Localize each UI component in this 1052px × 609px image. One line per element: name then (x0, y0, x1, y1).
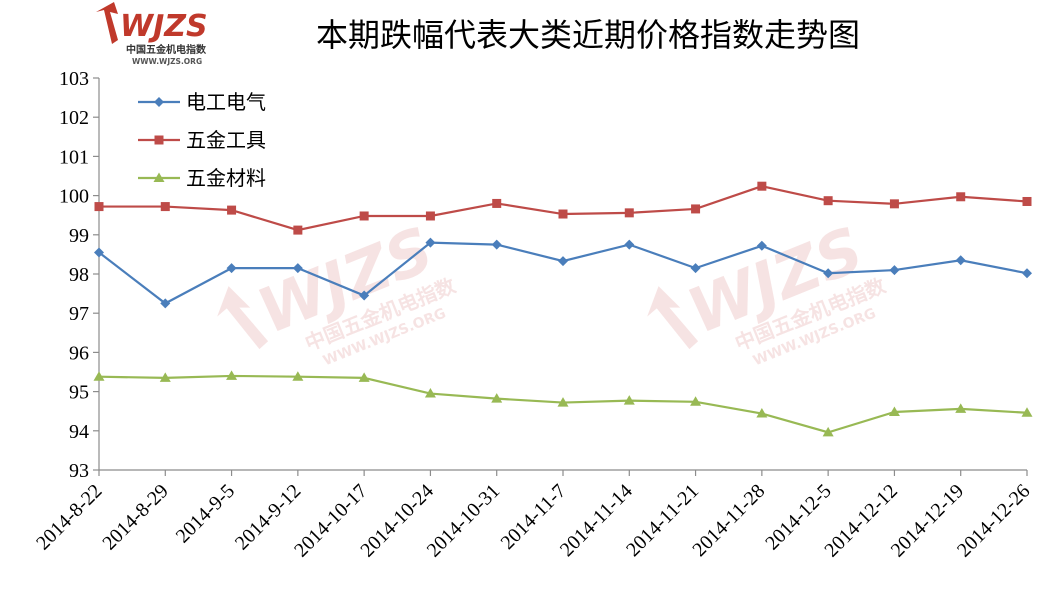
data-point (1021, 407, 1033, 417)
y-tick-label: 100 (59, 186, 89, 208)
x-tick-label: 2014-11-28 (688, 480, 769, 561)
data-point (292, 371, 304, 381)
y-tick-labels: 93 94 95 96 97 98 99 100 101 102 103 (59, 68, 89, 482)
series-line (99, 185, 1028, 232)
y-tick-label: 103 (59, 68, 89, 90)
y-tick-label: 99 (69, 225, 89, 247)
data-point (491, 239, 502, 250)
y-tick-label: 101 (59, 146, 89, 168)
data-point (425, 237, 436, 248)
data-point (226, 370, 238, 380)
data-point (292, 263, 303, 274)
data-point (94, 247, 104, 258)
data-point (690, 263, 701, 274)
chart-title: 本期跌幅代表大类近期价格指数走势图 (316, 16, 860, 54)
logo-url: WWW.WJZS.ORG (132, 57, 202, 66)
data-point (557, 397, 569, 407)
data-point (888, 406, 900, 416)
data-point (358, 372, 370, 382)
data-point (293, 225, 303, 235)
data-point (1022, 268, 1032, 279)
legend-label: 五金工具 (186, 128, 266, 152)
y-tick-label: 102 (59, 107, 89, 129)
data-point (889, 265, 900, 276)
data-point (956, 192, 966, 202)
series-3 (93, 370, 1033, 437)
legend-entry: 五金工具 (138, 128, 266, 152)
data-point (359, 290, 370, 301)
watermark-swoosh-icon (217, 286, 269, 350)
data-point (623, 395, 635, 405)
watermark-swoosh-icon (647, 286, 699, 350)
data-point (823, 196, 833, 206)
y-tick-label: 93 (69, 460, 89, 482)
axes (93, 77, 1028, 476)
x-tick-label: 2014-10-31 (423, 480, 505, 562)
data-point (491, 393, 503, 403)
data-point (160, 202, 170, 212)
series-2 (94, 181, 1032, 235)
legend-marker (154, 135, 164, 145)
logo-brand: WJZS (120, 9, 208, 44)
x-tick-label: 2014-8-29 (98, 480, 172, 554)
y-tick-label: 97 (69, 303, 89, 325)
data-point (757, 181, 767, 191)
data-point (624, 239, 635, 250)
data-point (756, 240, 767, 251)
legend-marker (154, 97, 164, 107)
x-tick-label: 2014-9-5 (172, 480, 239, 547)
data-point (955, 255, 966, 266)
data-point (424, 388, 436, 398)
x-tick-label: 2014-8-22 (32, 480, 106, 554)
legend-entry: 五金材料 (138, 166, 266, 190)
logo-subtitle: 中国五金机电指数 (126, 43, 207, 56)
data-point (226, 263, 237, 274)
data-point (359, 211, 369, 221)
x-tick-labels: 2014-8-222014-8-292014-9-52014-9-122014-… (32, 480, 1034, 562)
data-point (756, 408, 768, 418)
data-point (822, 426, 834, 437)
logo: WJZS 中国五金机电指数 WWW.WJZS.ORG (96, 2, 208, 66)
y-tick-label: 96 (69, 342, 89, 364)
data-point (93, 371, 105, 381)
data-point (889, 199, 899, 209)
data-point (691, 204, 701, 214)
data-point (823, 268, 834, 279)
legend-label: 电工电气 (186, 90, 266, 114)
data-point (955, 403, 967, 413)
y-tick-label: 98 (69, 264, 89, 286)
legend-label: 五金材料 (186, 166, 266, 190)
data-point (425, 211, 435, 221)
series-layer (93, 181, 1033, 437)
y-tick-label: 95 (69, 382, 89, 404)
data-point (492, 198, 502, 208)
data-point (159, 372, 171, 382)
logo-swoosh-icon (96, 2, 118, 44)
series-1 (94, 237, 1032, 309)
data-point (558, 209, 568, 219)
data-point (1022, 196, 1032, 206)
data-point (94, 202, 104, 212)
data-point (624, 208, 634, 218)
y-tick-label: 94 (69, 421, 89, 443)
data-point (558, 256, 568, 267)
data-point (690, 396, 702, 406)
data-point (160, 298, 171, 309)
legend-marker (153, 172, 165, 182)
data-point (227, 205, 237, 215)
legend-entry: 电工电气 (138, 90, 266, 114)
x-tick-label: 2014-12-26 (953, 480, 1035, 562)
